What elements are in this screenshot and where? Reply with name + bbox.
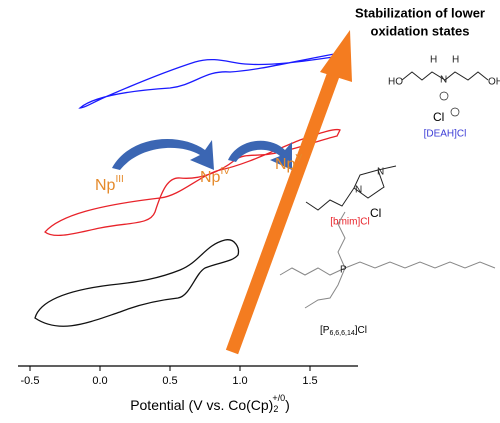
x-ticks: -0.5 0.0 0.5 1.0 1.5 [21,366,318,387]
bond [401,71,489,81]
charge [439,91,449,101]
atom: N [440,75,447,86]
arrow-label: Stabilization of lower [355,5,485,20]
species: NpIII NpIV NpV [95,153,302,195]
species-label: NpV [275,153,302,174]
species-label: NpIII [95,174,124,195]
anion: Cl [370,206,381,220]
cv-curve-black [34,239,240,327]
bond [305,187,355,211]
tick-label: 0.0 [92,375,107,387]
species-base: Np [200,169,221,186]
label-sub: 2 [273,404,278,414]
atom: H [452,55,459,66]
orange-arrow-shaft [225,67,342,355]
species-base: Np [275,156,296,173]
np-arrow-2 [228,140,292,170]
orange-arrow-head [320,30,352,82]
species-sup: III [115,174,123,185]
bond [304,267,346,309]
species-label: NpIV [200,166,230,187]
label-end: ) [285,397,290,413]
atom: N [355,185,362,196]
tick-label: -0.5 [21,375,40,387]
anion: Cl [433,110,444,124]
cv-curve-red [44,128,341,236]
arrow-label: oxidation states [371,23,470,38]
name-end: ]Cl [355,325,367,336]
x-axis-label: Potential (V vs. Co(Cp)2+/0) [130,393,290,414]
ring [353,169,385,199]
bond [377,165,397,171]
label-main: Potential (V vs. Co(Cp) [130,397,273,413]
atom: H [430,55,437,66]
species-base: Np [95,177,116,194]
compound-name: [bmim]Cl [330,217,369,228]
tick-label: 1.0 [232,375,247,387]
bond [344,261,496,269]
tick-label: 0.5 [162,375,177,387]
name-main: [P [320,325,330,336]
np-arrow-1 [112,139,214,170]
species-sup: IV [220,166,230,177]
species-sup: V [295,153,302,164]
atom: N [377,167,384,178]
compound-name: [DEAH]Cl [424,129,467,140]
bond [337,211,346,269]
bond [279,267,346,276]
compound-name: [P6,6,6,14]Cl [320,325,367,337]
atom: HO [388,77,403,88]
charge [450,107,460,117]
atom: P [340,265,347,276]
tick-label: 1.5 [302,375,317,387]
label-sup: +/0 [272,393,285,403]
atom: OH [488,77,500,88]
cv-curve-blue [78,51,346,109]
name-sub: 6,6,6,14 [329,330,354,337]
